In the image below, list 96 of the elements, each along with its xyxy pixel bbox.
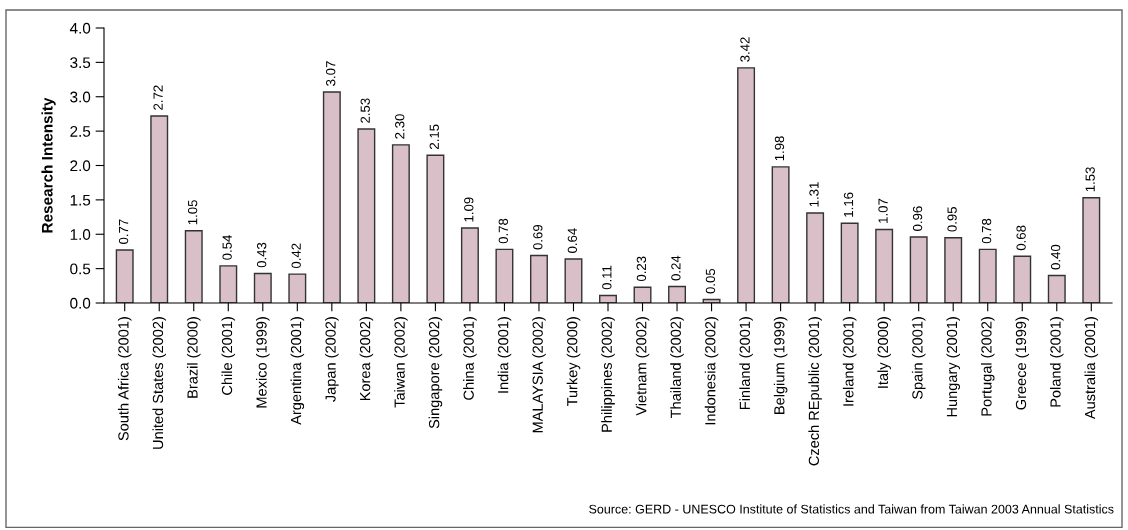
y-tick-label: 1.0 (70, 229, 91, 240)
data-label: 1.07 (878, 198, 888, 223)
data-label: 0.77 (118, 219, 129, 244)
bar (460, 227, 479, 303)
bar (806, 212, 825, 303)
x-tick-label: Australia (2001) (1084, 317, 1099, 420)
x-tick-label: Chile (2001) (221, 317, 236, 395)
data-label: 1.09 (464, 197, 474, 222)
x-tick-label: South Africa (2001) (117, 317, 132, 441)
bar (391, 144, 410, 303)
data-label: 0.05 (705, 268, 716, 294)
x-tick-label: Thailand (2002) (670, 317, 684, 418)
data-label: 0.24 (671, 255, 681, 281)
data-label: 2.72 (153, 85, 163, 110)
data-label: 2.53 (360, 98, 370, 123)
x-tick-label: Hungary (2001) (946, 317, 960, 417)
bar (771, 166, 790, 303)
source-note: Source: GERD - UNESCO Institute of Statistics and Taiwan from Taiwan 2003 Annual Statistics (589, 504, 1114, 514)
bar (495, 248, 514, 303)
y-tick-label: 2.5 (70, 125, 91, 137)
data-label: 0.23 (636, 256, 647, 282)
x-tick-label: Spain (2001) (911, 317, 926, 400)
y-tick-label: 0.5 (70, 263, 91, 275)
data-label: 1.05 (187, 200, 198, 225)
bar (737, 67, 756, 303)
data-label: 0.68 (1016, 225, 1026, 251)
data-label: 3.07 (326, 61, 336, 86)
data-label: 2.30 (395, 114, 405, 139)
data-label: 1.31 (809, 182, 819, 207)
x-tick-label: Portugal (2002) (980, 317, 995, 416)
bar (909, 236, 928, 303)
data-label: 0.78 (981, 218, 992, 244)
data-label: 0.11 (602, 265, 612, 290)
bar (944, 236, 963, 303)
x-tick-label: Finland (2001) (739, 317, 753, 410)
data-label: 0.64 (567, 228, 578, 253)
x-tick-label: Mexico (1999) (256, 317, 270, 408)
x-tick-label: Belgium (1999) (773, 317, 788, 414)
bar (668, 285, 687, 303)
bar (115, 249, 134, 303)
x-tick-label: Poland (2001) (1049, 317, 1064, 407)
data-label: 3.42 (740, 37, 750, 62)
x-tick-label: Indonesia (2002) (704, 317, 719, 425)
bar (1047, 274, 1066, 303)
data-label: 0.96 (912, 206, 923, 231)
x-tick-label: Philippines (2002) (601, 317, 615, 432)
x-tick-label: Greece (1999) (1015, 317, 1030, 410)
bar (184, 230, 203, 303)
data-label: 0.40 (1050, 244, 1061, 270)
bar (1082, 197, 1101, 303)
y-tick-label: 2.0 (70, 160, 91, 172)
x-tick-label: Vietnam (2002) (635, 317, 650, 416)
data-label: 0.95 (947, 207, 957, 232)
data-label: 1.98 (774, 136, 785, 161)
data-label: 0.43 (256, 242, 267, 268)
bar (357, 128, 376, 303)
x-tick-label: India (2001) (497, 317, 512, 393)
data-label: 2.15 (429, 124, 439, 149)
bar (253, 272, 272, 303)
bar (529, 254, 548, 303)
bar (633, 286, 652, 303)
y-tick-label: 3.5 (70, 57, 91, 69)
data-label: 0.78 (498, 218, 508, 244)
bar (978, 248, 997, 303)
x-tick-label: Korea (2002) (359, 317, 374, 401)
bar (564, 258, 583, 303)
bar (288, 273, 307, 303)
data-label: 0.54 (222, 235, 232, 260)
y-tick-label: 0.0 (70, 297, 91, 309)
data-label: 1.16 (843, 192, 854, 217)
bar (219, 265, 238, 303)
y-axis-title: Research Intensity (41, 97, 56, 233)
x-tick-label: Turkey (2000) (566, 317, 581, 407)
y-tick-label: 1.5 (70, 194, 91, 206)
x-tick-label: Japan (2002) (325, 317, 339, 402)
x-tick-label: Italy (2000) (877, 317, 891, 388)
x-tick-label: Czech REpublic (2001) (808, 317, 822, 466)
bar (840, 222, 859, 303)
data-label: 1.53 (1085, 167, 1095, 192)
x-tick-label: Ireland (2001) (842, 317, 857, 406)
bar (1013, 255, 1032, 303)
x-tick-label: MALAYSIA (2002) (532, 317, 546, 433)
bar (150, 115, 169, 303)
x-tick-label: Taiwan (2002) (394, 317, 408, 408)
bar (426, 154, 445, 303)
x-tick-label: Argentina (2001) (290, 317, 305, 425)
x-tick-label: Brazil (2000) (186, 317, 201, 398)
y-tick-label: 3.0 (70, 91, 91, 103)
x-tick-label: Singapore (2002) (428, 317, 443, 429)
data-label: 0.42 (291, 243, 301, 269)
y-tick-label: 4.0 (69, 22, 91, 34)
x-tick-label: China (2001) (463, 317, 477, 400)
x-tick-label: United States (2002) (152, 317, 167, 449)
bar (875, 228, 894, 303)
data-label: 0.69 (533, 224, 543, 250)
bar (322, 91, 341, 303)
